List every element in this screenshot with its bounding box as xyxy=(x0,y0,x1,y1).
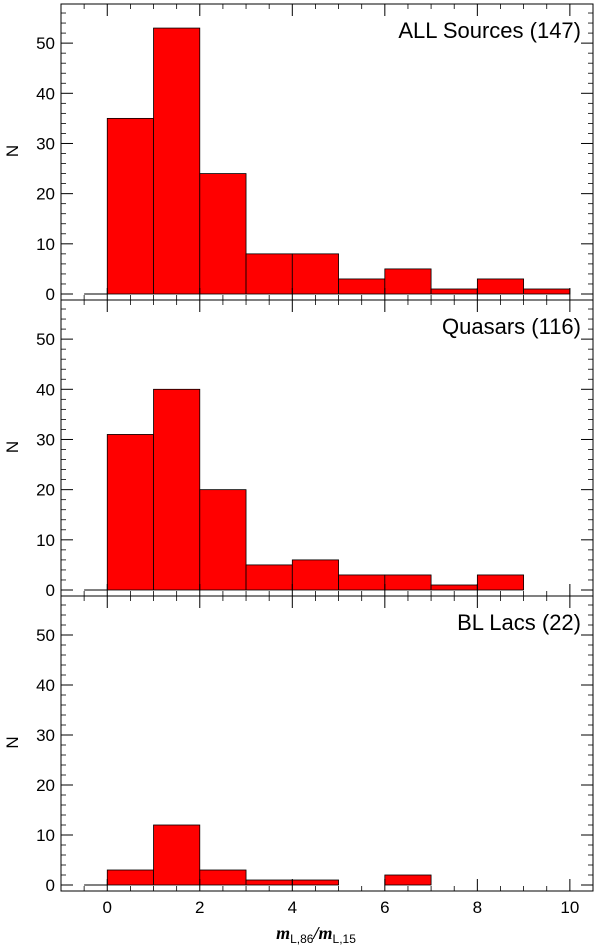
panel-title: Quasars (116) xyxy=(442,314,581,339)
y-tick-label: 0 xyxy=(46,581,55,600)
y-tick-label: 20 xyxy=(36,481,55,500)
y-tick-label: 30 xyxy=(36,726,55,745)
y-axis-label: N xyxy=(3,145,22,157)
histogram-bar xyxy=(430,584,478,591)
y-tick-label: 30 xyxy=(36,430,55,449)
x-tick-label: 2 xyxy=(195,898,204,917)
y-tick-label: 30 xyxy=(36,134,55,153)
histogram-bar xyxy=(523,288,571,295)
histogram-bar xyxy=(106,869,154,886)
y-tick-label: 20 xyxy=(36,185,55,204)
histogram-bar xyxy=(384,268,432,295)
histogram-bar xyxy=(476,574,525,591)
y-tick-label: 10 xyxy=(36,235,55,254)
panel-all-sources: 0 10 20 30 40 50 ALL Sources (147) N xyxy=(3,3,594,304)
y-tick-label: 40 xyxy=(36,84,55,103)
y-tick-label: 10 xyxy=(36,531,55,550)
x-tick-label: 0 xyxy=(103,898,112,917)
x-tick-label: 4 xyxy=(288,898,297,917)
histogram-bar xyxy=(106,117,154,295)
panel-title: BL Lacs (22) xyxy=(457,610,581,635)
histogram-bar xyxy=(384,574,432,591)
y-tick-label: 0 xyxy=(46,876,55,895)
y-tick-label: 10 xyxy=(36,826,55,845)
histogram-bar xyxy=(338,278,386,295)
histogram-bar xyxy=(245,564,293,591)
histogram-bar xyxy=(384,874,432,886)
panel-title: ALL Sources (147) xyxy=(398,18,581,43)
histogram-bar xyxy=(153,27,201,295)
x-tick-label: 6 xyxy=(380,898,389,917)
y-tick-label: 20 xyxy=(36,776,55,795)
histogram-bar xyxy=(199,489,247,591)
panels-group: 0 10 20 30 40 50 ALL Sources (147) N 0 10 20 30 40 50… xyxy=(3,3,594,895)
histogram-bar xyxy=(245,879,293,886)
histogram-bar xyxy=(245,253,293,295)
histogram-bar xyxy=(476,278,525,295)
y-axis-label: N xyxy=(3,441,22,453)
x-axis-label: mL,86/mL,15 xyxy=(276,923,356,946)
y-axis-label: N xyxy=(3,736,22,748)
histogram-bar xyxy=(338,574,386,591)
y-tick-label: 40 xyxy=(36,676,55,695)
plot-frame xyxy=(60,595,594,892)
histogram-bar xyxy=(430,288,478,295)
panel-bl-lacs: 0 10 20 30 40 50 BL Lacs (22) N xyxy=(3,595,594,895)
histogram-bar xyxy=(291,559,339,591)
y-tick-label: 40 xyxy=(36,380,55,399)
y-tick-label: 0 xyxy=(46,285,55,304)
y-tick-label: 50 xyxy=(36,330,55,349)
y-tick-label: 50 xyxy=(36,34,55,53)
histogram-bar xyxy=(153,824,201,886)
histogram-bar xyxy=(291,879,339,886)
x-tick-label: 8 xyxy=(473,898,482,917)
histogram-bar xyxy=(199,173,247,295)
histogram-bar xyxy=(153,388,201,591)
x-axis-tick-labels: 0 2 4 6 8 10 xyxy=(103,898,580,917)
histogram-bar xyxy=(199,869,247,886)
x-tick-label: 10 xyxy=(560,898,579,917)
y-tick-label: 50 xyxy=(36,626,55,645)
histogram-bar xyxy=(106,434,154,591)
panel-quasars: 0 10 20 30 40 50 Quasars (116) N xyxy=(3,299,594,600)
histogram-bar xyxy=(291,253,339,295)
